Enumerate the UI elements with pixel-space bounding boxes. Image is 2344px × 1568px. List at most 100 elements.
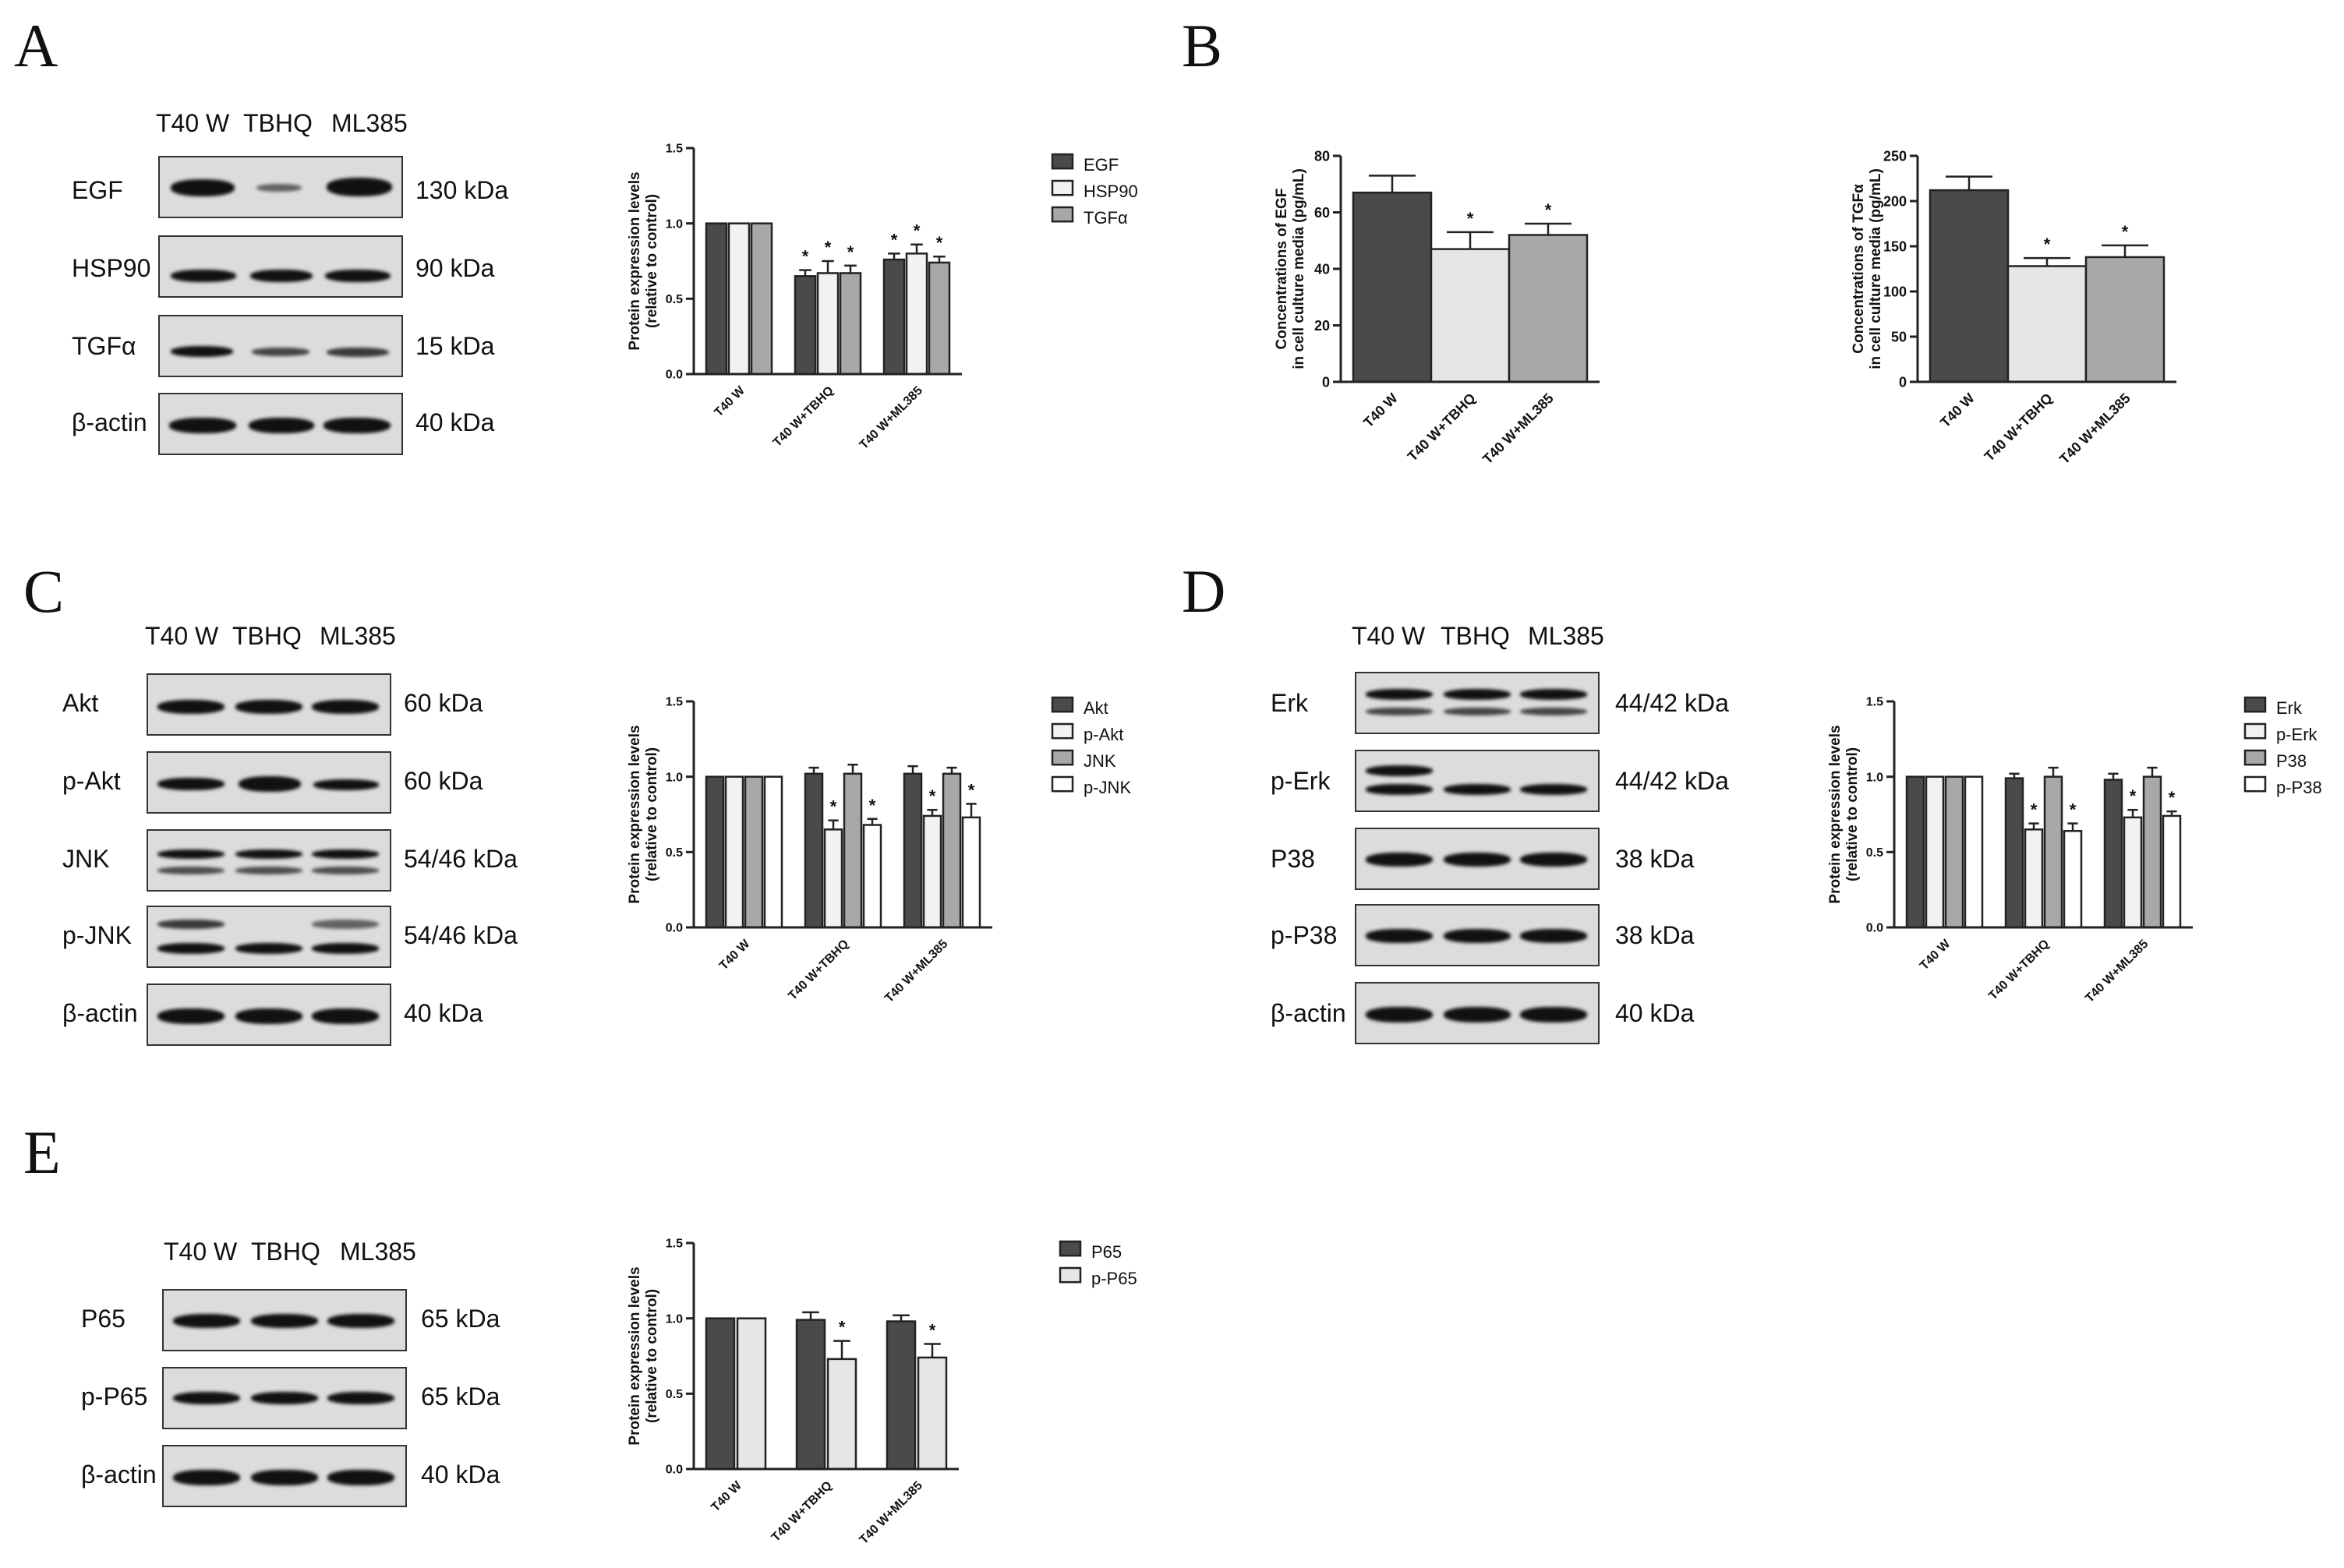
bar [823, 828, 843, 929]
bar [928, 261, 951, 376]
bar [839, 272, 862, 376]
bar [1964, 775, 1984, 929]
bar [2103, 779, 2123, 929]
bar [882, 258, 906, 376]
bar [795, 1319, 826, 1471]
y-tick-label: 0.0 [666, 1464, 683, 1477]
lane-label: TBHQ [251, 1238, 320, 1266]
y-tick-label: 1.0 [666, 217, 683, 231]
protein-label: JNK [62, 845, 110, 873]
legend-swatch [2243, 749, 2267, 766]
plot-area: 0.0 0.5 1.0 1.5 Protein expression levels (re… [627, 1238, 959, 1547]
legend-label: p-JNK [1084, 778, 1131, 797]
kda-label: 40 kDa [415, 408, 495, 436]
bar [843, 772, 863, 929]
x-tick-label: T40 W+ML385 [1480, 390, 1557, 468]
lane-label: ML385 [320, 622, 396, 650]
panel-letter-e: E [23, 1118, 61, 1186]
legend-label: p-P38 [2276, 778, 2322, 797]
y-tick-label: 1.0 [666, 771, 683, 784]
bar [705, 222, 728, 376]
bar [942, 772, 962, 929]
x-tick-label: T40 W [1918, 937, 1953, 973]
legend-label: TGFα [1084, 208, 1128, 228]
protein-label: p-P65 [81, 1383, 148, 1411]
significance-marker: * [847, 242, 854, 262]
blot-strip [162, 1445, 407, 1507]
y-tick-label: 0.0 [1866, 922, 1883, 935]
protein-label: β-actin [81, 1460, 157, 1489]
bar [2004, 777, 2024, 929]
lane-label: T40 W [156, 109, 230, 137]
bar [961, 816, 981, 929]
protein-label: P38 [1271, 845, 1315, 873]
protein-label: p-JNK [62, 921, 132, 949]
blot-strip [1355, 904, 1600, 966]
bar [2084, 256, 2165, 383]
bar [2024, 828, 2044, 929]
y-axis-label: in cell culture media (pg/mL) [1868, 168, 1884, 369]
lane-label: T40 W [164, 1238, 238, 1266]
legend-swatch [1051, 179, 1074, 196]
x-tick-label: T40 W+TBHQ [786, 938, 851, 1003]
significance-marker: * [2070, 800, 2077, 820]
blot-strip [1355, 672, 1600, 734]
bar [862, 824, 882, 929]
significance-marker: * [2169, 788, 2176, 807]
blot-strip [158, 156, 403, 218]
y-axis-label: (relative to control) [644, 1289, 660, 1423]
legend: EGF HSP90 TGFα [1051, 153, 1138, 228]
panel-letter-d: D [1182, 557, 1226, 625]
y-tick-label: 60 [1314, 205, 1330, 221]
bar [794, 275, 817, 376]
legend-swatch [2243, 775, 2267, 793]
bar [886, 1320, 917, 1471]
kda-label: 40 kDa [421, 1460, 500, 1489]
y-tick-label: 1.5 [1866, 696, 1883, 709]
protein-label: p-P38 [1271, 921, 1338, 949]
bar [917, 1356, 948, 1471]
protein-label: β-actin [1271, 999, 1346, 1027]
blot-strip [147, 673, 391, 736]
significance-marker: * [2130, 786, 2137, 806]
bar [903, 772, 923, 929]
significance-marker: * [929, 786, 936, 806]
bar [905, 253, 928, 376]
legend-swatch [1051, 775, 1074, 793]
bar [750, 222, 773, 376]
y-axis-label: Concentrations of EGF [1274, 189, 1290, 350]
y-axis-label: (relative to control) [644, 747, 660, 881]
protein-label: β-actin [62, 999, 138, 1027]
blot-strip [147, 829, 391, 892]
bar [763, 775, 783, 929]
significance-marker: * [2044, 235, 2051, 254]
blot-strip [158, 235, 403, 298]
lane-label: ML385 [1528, 622, 1604, 650]
legend: Akt p-Akt JNK p-JNK [1051, 696, 1131, 797]
legend: Erk p-Erk P38 p-P38 [2243, 696, 2322, 797]
y-tick-label: 0.5 [666, 846, 683, 860]
legend-swatch [1051, 749, 1074, 766]
blot-strip [147, 984, 391, 1046]
bar [922, 814, 942, 929]
lane-label: ML385 [340, 1238, 416, 1266]
legend-swatch [2243, 696, 2267, 713]
kda-label: 60 kDa [404, 767, 483, 795]
y-tick-label: 0 [1322, 374, 1330, 390]
kda-label: 44/42 kDa [1615, 767, 1729, 795]
kda-label: 38 kDa [1615, 921, 1695, 949]
y-axis-label: in cell culture media (pg/mL) [1291, 168, 1307, 369]
bar-chart-a: 0.0 0.5 1.0 1.5 Protein expression levels (re… [627, 143, 1138, 452]
bar [1929, 189, 2010, 383]
x-tick-label: T40 W [1360, 390, 1401, 431]
protein-label: EGF [72, 176, 123, 204]
blot-strip [1355, 828, 1600, 890]
legend-swatch [2243, 722, 2267, 740]
x-tick-label: T40 W+TBHQ [1982, 390, 2056, 464]
legend-swatch [1051, 722, 1074, 740]
protein-label: β-actin [72, 408, 147, 436]
y-tick-label: 0.5 [666, 1388, 683, 1401]
lane-label: ML385 [331, 109, 408, 137]
kda-label: 130 kDa [415, 176, 509, 204]
x-tick-label: T40 W+ML385 [882, 938, 950, 1005]
